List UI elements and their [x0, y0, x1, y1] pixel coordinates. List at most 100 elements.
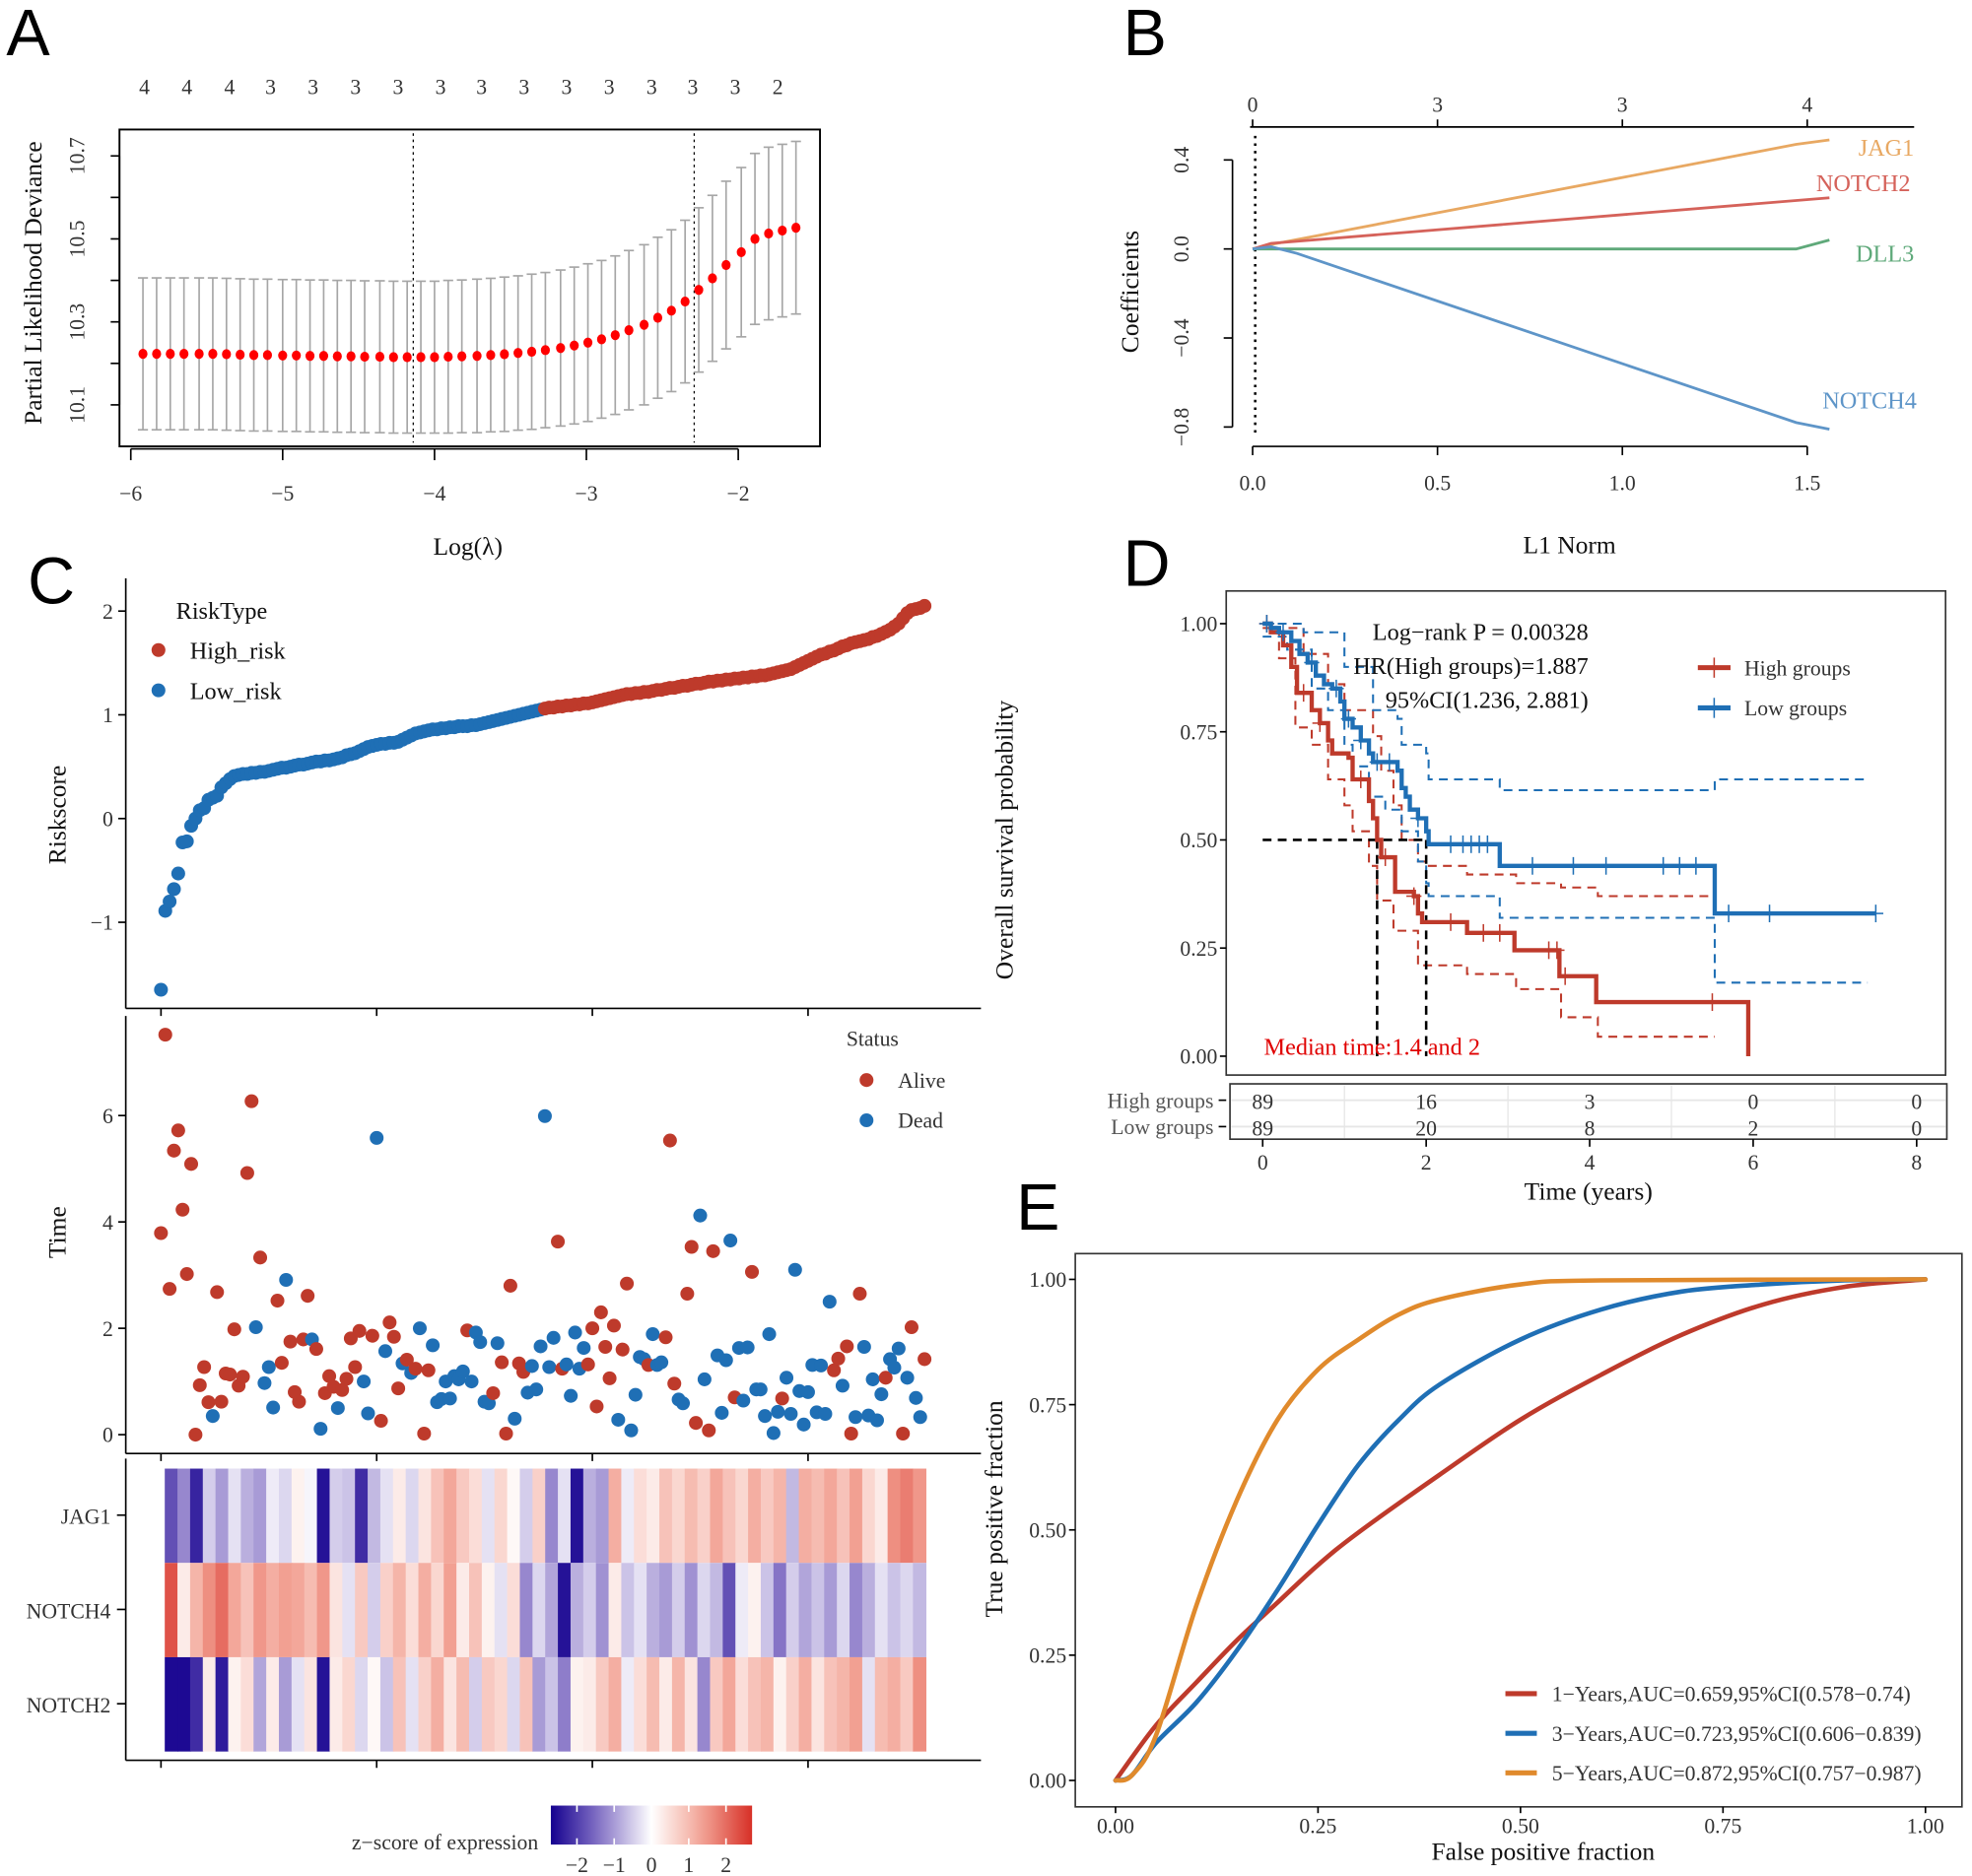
alive-point: [844, 1426, 858, 1441]
legend-dot: [859, 1073, 874, 1088]
alive-point: [852, 1287, 867, 1302]
heatmap-cell: [874, 1656, 889, 1752]
heatmap-cell: [443, 1468, 457, 1564]
dead-point: [874, 1387, 889, 1402]
alive-point: [775, 1391, 789, 1406]
heatmap-cell: [671, 1563, 686, 1657]
dead-point: [693, 1208, 708, 1223]
heatmap-cell: [494, 1656, 509, 1752]
top-axis-label: 3: [687, 76, 698, 100]
colorbar-title: z−score of expression: [352, 1831, 538, 1854]
alive-point: [615, 1342, 630, 1357]
y-tick-label: −0.4: [1170, 318, 1193, 357]
top-axis-label: 3: [350, 76, 361, 100]
dead-point: [261, 1360, 276, 1374]
heatmap-cell: [278, 1563, 293, 1657]
alive-point: [301, 1289, 315, 1304]
dead-point: [508, 1411, 522, 1426]
x-tick-label: −4: [423, 482, 445, 505]
heatmap-cell: [368, 1468, 381, 1564]
x-tick-label: 2: [1421, 1151, 1432, 1174]
top-axis-label: 3: [646, 76, 657, 100]
at-risk-count: 89: [1252, 1116, 1273, 1140]
riskscore-point: [167, 882, 181, 897]
heatmap-cell: [469, 1563, 483, 1657]
alive-point: [495, 1355, 510, 1370]
heatmap-cell: [177, 1656, 191, 1752]
heatmap-cell: [228, 1468, 242, 1564]
dead-point: [559, 1357, 574, 1372]
y-tick-label: 10.7: [66, 137, 90, 174]
legend-dot: [859, 1113, 874, 1128]
y-tick-label: 1: [102, 704, 113, 727]
dead-point: [697, 1372, 712, 1386]
alive-point: [680, 1287, 695, 1302]
roc-curve-5-year: [1113, 1277, 1929, 1783]
top-axis-label: 3: [476, 76, 487, 100]
dead-point: [736, 1393, 751, 1408]
y-tick-label: 0.00: [1029, 1770, 1066, 1793]
heatmap-cell: [342, 1563, 356, 1657]
alive-point: [689, 1416, 704, 1431]
heatmap-cell: [558, 1656, 572, 1752]
deviance-point: [457, 351, 467, 362]
dead-point: [524, 1359, 539, 1374]
deviance-point: [526, 346, 537, 358]
heatmap-cell: [811, 1563, 826, 1657]
deviance-point: [262, 350, 273, 361]
deviance-point: [166, 349, 175, 360]
heatmap-cell: [215, 1468, 230, 1564]
heatmap-cell: [253, 1468, 267, 1564]
heatmap-cell: [253, 1656, 267, 1752]
heatmap-cell: [177, 1468, 191, 1564]
heatmap-cell: [379, 1563, 394, 1657]
top-axis-label: 3: [307, 76, 318, 100]
panel-a-cv-plot: −6 −5 −4 −3 −2 10.1 10.3 10.5 10.7 4 4 4 3 3 3 3 3 3 3 3 3 3 3…: [19, 76, 822, 561]
x-tick-label: 0.5: [1424, 472, 1451, 496]
deviance-point: [736, 246, 746, 258]
heatmap-cell: [456, 1563, 470, 1657]
heatmap-cell: [710, 1468, 724, 1564]
heatmap-cell: [646, 1468, 660, 1564]
deviance-point: [596, 334, 607, 345]
panel-b-coef-path: 0 3 3 4 0.4 0.0 −0.4 −0.8 0.0 0.5 1.0 1.5 JAG1 NOTCH2…: [1116, 94, 1917, 560]
y-tick-label: 0.4: [1170, 147, 1193, 173]
alive-point: [179, 1267, 194, 1282]
dead-point: [412, 1321, 428, 1336]
heatmap-cell: [887, 1468, 902, 1564]
alive-point: [167, 1143, 181, 1158]
heatmap-cell: [291, 1563, 306, 1657]
panel-c-risk-plots: 2 1 0 −1 Riskscore RiskType High_risk Low_risk 0…: [27, 578, 982, 1876]
top-axis-label: 3: [393, 76, 404, 100]
alive-point: [283, 1334, 298, 1349]
heatmap-cell: [368, 1563, 381, 1657]
top-axis-label: 3: [436, 76, 446, 100]
alive-point: [163, 1282, 177, 1297]
heatmap-cell: [824, 1563, 838, 1657]
plot-frame: [118, 128, 822, 447]
y-tick-label: 2: [102, 1317, 113, 1341]
at-risk-count: 0: [1748, 1091, 1759, 1114]
deviance-point: [708, 273, 717, 284]
y-tick-label: 0: [102, 1424, 113, 1447]
heatmap-cell: [861, 1468, 876, 1564]
heatmap-cell: [824, 1656, 838, 1752]
heatmap-cell: [697, 1563, 712, 1657]
heatmap-cell: [735, 1563, 749, 1657]
deviance-point: [236, 349, 245, 361]
dead-point: [913, 1410, 927, 1425]
y-tick-label: 10.5: [66, 220, 90, 257]
roc-curve-3-year: [1113, 1277, 1929, 1783]
heatmap-cell: [494, 1468, 509, 1564]
x-tick-label: −6: [119, 482, 142, 505]
deviance-point: [194, 349, 204, 360]
deviance-point: [152, 349, 162, 360]
alive-point: [589, 1399, 604, 1414]
heatmap-cell: [595, 1563, 610, 1657]
alive-point: [408, 1362, 423, 1376]
panel-label-E: E: [1016, 1172, 1059, 1244]
heatmap-cell: [722, 1563, 736, 1657]
heatmap-cell: [874, 1563, 889, 1657]
heatmap-cell: [735, 1468, 749, 1564]
alive-point: [374, 1414, 388, 1429]
